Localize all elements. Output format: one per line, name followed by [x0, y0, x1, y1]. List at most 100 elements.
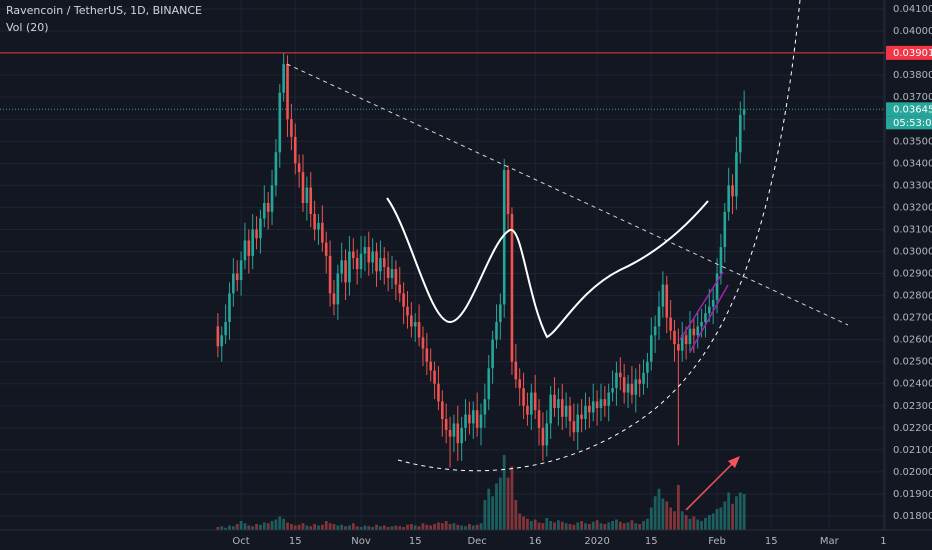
x-tick-label: 15 [409, 536, 422, 547]
arrow [685, 459, 737, 511]
y-tick-label: 0.03300 [893, 180, 932, 191]
volume-bar [742, 494, 746, 530]
volume-bar [398, 526, 402, 530]
volume-bar [587, 524, 591, 530]
y-tick-label: 0.04100 [893, 4, 932, 15]
volume-bar [464, 526, 467, 530]
volume-bar [231, 526, 235, 530]
candle-body [738, 114, 742, 153]
y-tick-label: 0.02600 [893, 335, 932, 346]
candle-body [444, 419, 448, 431]
candle-body [483, 399, 487, 415]
price-lines [0, 52, 885, 110]
volume-bar [595, 520, 599, 530]
volume-bar [518, 513, 522, 530]
candle-body [452, 423, 456, 437]
volume-bar [541, 523, 545, 530]
x-tick-label: Nov [351, 536, 371, 547]
volume-bar [417, 526, 421, 530]
y-tick-label: 0.01800 [893, 511, 932, 522]
candle-body [541, 427, 545, 446]
candle-body [468, 414, 471, 424]
y-tick-label: 0.03200 [893, 202, 932, 213]
chart-title: Ravencoin / TetherUS, 1D, BINANCE [6, 4, 202, 17]
price-axis [885, 0, 932, 550]
volume-bar [378, 526, 382, 530]
volume-bar [278, 516, 282, 530]
candle-body [580, 414, 583, 420]
candle-body [220, 335, 224, 347]
y-tick-label: 0.02400 [893, 379, 932, 390]
volume-bar [522, 516, 525, 530]
candle-body [584, 405, 587, 420]
volume-bar [649, 507, 653, 530]
candle-body [499, 304, 502, 323]
volume-bar [355, 526, 359, 530]
volume-bar [529, 521, 533, 530]
volume-bar [270, 521, 274, 530]
volume-bar [228, 525, 231, 530]
x-tick-label: 16 [529, 536, 542, 547]
volume-bar [711, 513, 715, 530]
axis-labels: 0.01800 0.01900 0.02000 0.02100 0.02200 0.023… [232, 4, 932, 547]
volume-bar [224, 527, 228, 530]
candle-body [630, 383, 634, 395]
candle-body [649, 335, 653, 362]
volume-bar [622, 523, 626, 530]
candle-body [406, 306, 409, 316]
volume-bar [255, 524, 258, 530]
y-tick-label: 0.02500 [893, 357, 932, 368]
candle-body [665, 284, 669, 318]
volume-bar [259, 524, 262, 530]
candle-body [386, 266, 390, 278]
candle-body [564, 405, 568, 417]
volume-bar [731, 503, 734, 530]
x-tick-label: 1 [880, 536, 886, 547]
candle-body [715, 273, 719, 300]
candle-body [456, 423, 460, 444]
volume-bar [723, 501, 727, 530]
candle-body [646, 361, 649, 373]
candle-body [286, 64, 289, 120]
volume-bar [483, 500, 487, 530]
volume-bar [320, 524, 324, 530]
y-tick-label: 0.03700 [893, 92, 932, 103]
candle-body [591, 401, 595, 413]
volume-bar [634, 523, 638, 530]
candle-body [235, 273, 239, 281]
volume-bar [467, 524, 471, 530]
candle-body [309, 187, 313, 215]
candle-body [642, 372, 645, 384]
candle-body [344, 260, 347, 283]
volume-bar [421, 523, 425, 530]
candle-body [348, 251, 351, 283]
wedge-line [679, 271, 724, 341]
y-tick-label: 0.03100 [893, 224, 932, 235]
candle-body [448, 430, 452, 437]
volume-bar [646, 518, 649, 530]
candle-body [572, 421, 576, 433]
candle-body [270, 185, 274, 212]
price-label-box [886, 102, 932, 117]
candle-body [704, 313, 707, 323]
volume-legend: Vol (20) [6, 21, 49, 34]
candle-body [502, 169, 506, 305]
volume-bar [448, 524, 452, 530]
candle-body [491, 339, 494, 369]
volume-bar [367, 526, 371, 530]
volume-bar [584, 523, 587, 530]
candle-body [607, 392, 611, 406]
volume-bar [247, 525, 251, 530]
x-tick-label: 2020 [584, 536, 609, 547]
candle-body [429, 361, 432, 371]
candle-body [626, 383, 630, 393]
volume-bar [313, 524, 317, 530]
candle-body [421, 337, 425, 349]
volume-bar [348, 525, 351, 530]
volume-bar [471, 525, 475, 530]
candle-body [301, 172, 305, 203]
candle-body [568, 405, 572, 422]
